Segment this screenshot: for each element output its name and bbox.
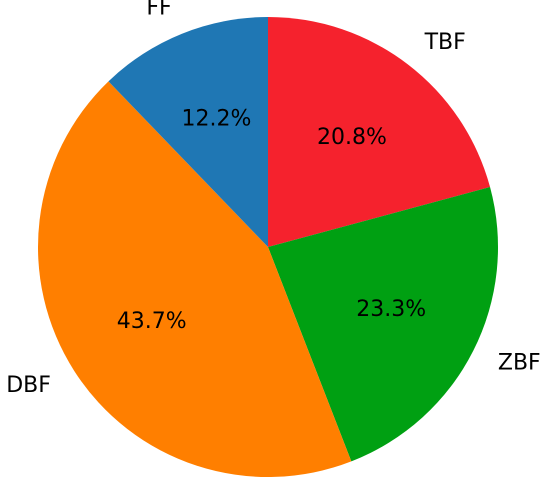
pie-labels: 20.8% TBF 23.3% ZBF 43.7% DBF 12.2% FF	[6, 0, 541, 398]
pie-slice-tbf	[268, 17, 491, 247]
pct-label-zbf: 23.3%	[356, 297, 426, 322]
slice-label-zbf: ZBF	[498, 351, 541, 376]
pct-label-ff: 12.2%	[181, 107, 251, 132]
pie-slices	[37, 17, 499, 478]
pie-slice-ff	[108, 17, 269, 247]
pie-slice-dbf	[37, 81, 352, 478]
slice-label-ff: FF	[146, 0, 171, 21]
slice-label-dbf: DBF	[6, 373, 51, 398]
slice-label-tbf: TBF	[424, 30, 466, 55]
pct-label-tbf: 20.8%	[317, 125, 387, 150]
pie-slice-zbf	[268, 187, 499, 462]
pct-label-dbf: 43.7%	[117, 309, 187, 334]
